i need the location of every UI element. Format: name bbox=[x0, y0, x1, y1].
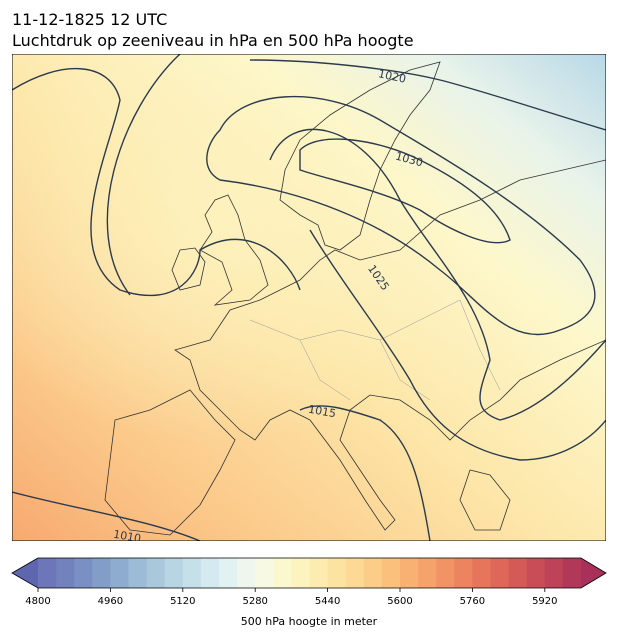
contour-label: 1020 bbox=[377, 67, 407, 86]
colorbar-bin bbox=[562, 558, 582, 588]
contour-label: 1015 bbox=[307, 403, 337, 421]
colorbar-tick-label: 5920 bbox=[532, 596, 557, 607]
colorbar-label: 500 hPa hoogte in meter bbox=[241, 615, 378, 628]
colorbar-outline bbox=[11, 557, 607, 589]
isobar bbox=[12, 67, 301, 297]
colorbar-bin bbox=[237, 558, 256, 588]
colorbar-bin bbox=[454, 558, 473, 588]
contour-label: 1010 bbox=[112, 528, 142, 546]
map-shade bbox=[12, 54, 606, 541]
colorbar-bin bbox=[219, 558, 238, 588]
colorbar-bin bbox=[472, 558, 491, 588]
colorbar-tick-label: 4800 bbox=[25, 596, 50, 607]
colorbar-tick-label: 5760 bbox=[460, 596, 485, 607]
colorbar-bin bbox=[92, 558, 111, 588]
colorbar-bin bbox=[418, 558, 437, 588]
isobar bbox=[309, 229, 606, 461]
colorbar-bin bbox=[381, 558, 401, 588]
colorbar-tick-label: 5440 bbox=[315, 596, 340, 607]
colorbar-bin bbox=[182, 558, 202, 588]
colorbar-bin bbox=[490, 558, 510, 588]
coast-continent bbox=[174, 159, 606, 531]
colorbar-bin bbox=[345, 558, 365, 588]
title: 11-12-1825 12 UTC bbox=[12, 10, 167, 29]
colorbar-tick-label: 5600 bbox=[387, 596, 412, 607]
coast-greece bbox=[459, 469, 511, 531]
coast-scandinavia bbox=[279, 61, 441, 251]
coast-iberia bbox=[104, 389, 236, 536]
colorbar-bin bbox=[508, 558, 528, 588]
isobar bbox=[269, 128, 606, 421]
colorbar-bin bbox=[309, 558, 329, 588]
isobar bbox=[106, 54, 181, 296]
coast-uk bbox=[199, 194, 269, 306]
isobar bbox=[299, 405, 431, 541]
colorbar-bin bbox=[255, 558, 274, 588]
colorbar-bin bbox=[74, 558, 93, 588]
coast-ireland bbox=[171, 247, 206, 291]
colorbar-bin bbox=[38, 558, 57, 588]
isobar bbox=[299, 138, 511, 244]
colorbar-tick-label: 5280 bbox=[242, 596, 267, 607]
colorbar-bin bbox=[291, 558, 310, 588]
colorbar-tick-label: 5120 bbox=[170, 596, 195, 607]
isobar bbox=[206, 95, 596, 336]
colorbar-bin bbox=[327, 558, 347, 588]
colorbar-bin bbox=[526, 558, 546, 588]
borders bbox=[249, 299, 501, 401]
colorbar-bin bbox=[56, 558, 75, 588]
colorbar-under bbox=[12, 558, 38, 588]
isobar bbox=[249, 59, 606, 131]
colorbar-bin bbox=[128, 558, 148, 588]
colorbar-over bbox=[581, 558, 606, 588]
colorbar: 4800 4960 5120 5280 5440 5600 5760 5920 bbox=[11, 557, 607, 607]
colorbar-bin bbox=[164, 558, 184, 588]
subtitle: Luchtdruk op zeeniveau in hPa en 500 hPa… bbox=[12, 31, 414, 50]
colorbar-bin bbox=[110, 558, 129, 588]
colorbar-bin bbox=[273, 558, 292, 588]
colorbar-bin bbox=[200, 558, 220, 588]
isobar bbox=[12, 491, 201, 541]
colorbar-bin bbox=[363, 558, 383, 588]
colorbar-bin bbox=[436, 558, 455, 588]
colorbar-tick-label: 4960 bbox=[98, 596, 123, 607]
colorbar-bin bbox=[400, 558, 419, 588]
colorbar-bin bbox=[146, 558, 166, 588]
colorbar-bin bbox=[544, 558, 564, 588]
